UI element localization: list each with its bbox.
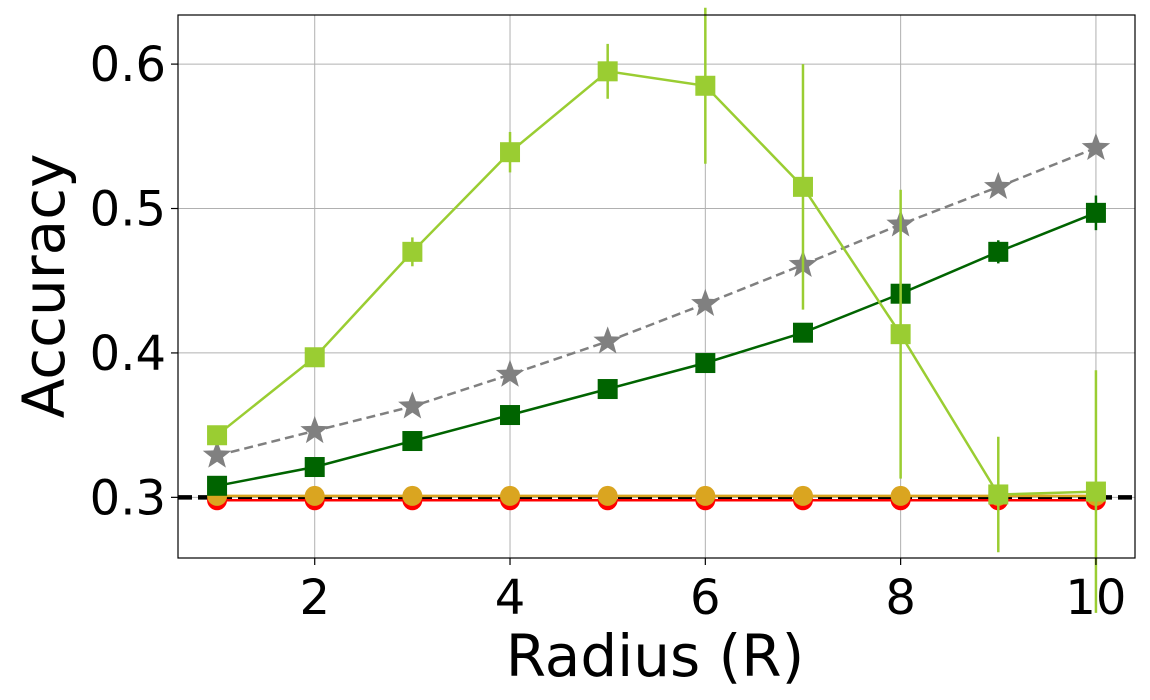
data-point bbox=[402, 431, 423, 452]
x-axis-label: Radius (R) bbox=[506, 622, 804, 690]
y-axis-label: Accuracy bbox=[10, 154, 78, 419]
series bbox=[207, 485, 1106, 506]
x-tick-label: 6 bbox=[690, 570, 721, 626]
data-point bbox=[300, 415, 329, 444]
y-tick-label: 0.5 bbox=[90, 182, 166, 238]
data-point bbox=[500, 142, 521, 163]
data-point bbox=[1085, 481, 1106, 502]
data-point bbox=[890, 324, 911, 345]
data-point bbox=[1081, 132, 1111, 160]
data-point bbox=[495, 359, 525, 387]
y-tick-label: 0.3 bbox=[90, 470, 166, 526]
data-point bbox=[988, 241, 1009, 262]
tick-labels: 2 4 6 8 10 0.3 0.4 0.5 0.6 bbox=[90, 37, 1127, 626]
data-point bbox=[792, 176, 813, 197]
y-tick-label: 0.6 bbox=[90, 37, 166, 93]
series-line bbox=[216, 211, 1097, 488]
data-point bbox=[304, 347, 325, 368]
data-point bbox=[304, 485, 325, 506]
x-tick-label: 2 bbox=[299, 570, 330, 626]
data-point bbox=[500, 485, 521, 506]
series-line bbox=[216, 69, 1096, 496]
data-point bbox=[988, 484, 1009, 505]
data-point bbox=[597, 61, 618, 82]
data-point bbox=[890, 485, 911, 506]
data-point bbox=[500, 405, 521, 426]
series bbox=[207, 490, 1106, 511]
data-point bbox=[398, 391, 427, 419]
data-point bbox=[593, 326, 622, 354]
data-point bbox=[207, 425, 228, 446]
series-line bbox=[216, 146, 1097, 457]
data-point bbox=[202, 440, 232, 468]
series bbox=[207, 195, 1106, 496]
data-point bbox=[402, 241, 423, 262]
data-point bbox=[597, 379, 618, 400]
data-point bbox=[304, 457, 325, 478]
data-point bbox=[695, 75, 716, 96]
data-point bbox=[402, 485, 423, 506]
series bbox=[202, 132, 1111, 468]
data-point bbox=[691, 288, 720, 316]
data-point bbox=[597, 485, 618, 506]
data-point bbox=[207, 475, 228, 496]
x-tick-label: 10 bbox=[1065, 570, 1126, 626]
y-tick-label: 0.4 bbox=[90, 326, 166, 382]
x-tick-label: 4 bbox=[495, 570, 526, 626]
x-tick-label: 8 bbox=[885, 570, 916, 626]
data-point bbox=[695, 485, 716, 506]
data-point bbox=[792, 322, 813, 343]
data-point bbox=[984, 171, 1013, 199]
plot-area-frame bbox=[177, 14, 1136, 559]
data-point bbox=[695, 353, 716, 374]
data-point bbox=[1085, 202, 1106, 223]
series-layer bbox=[202, 7, 1111, 613]
series bbox=[207, 7, 1106, 613]
data-point bbox=[792, 485, 813, 506]
